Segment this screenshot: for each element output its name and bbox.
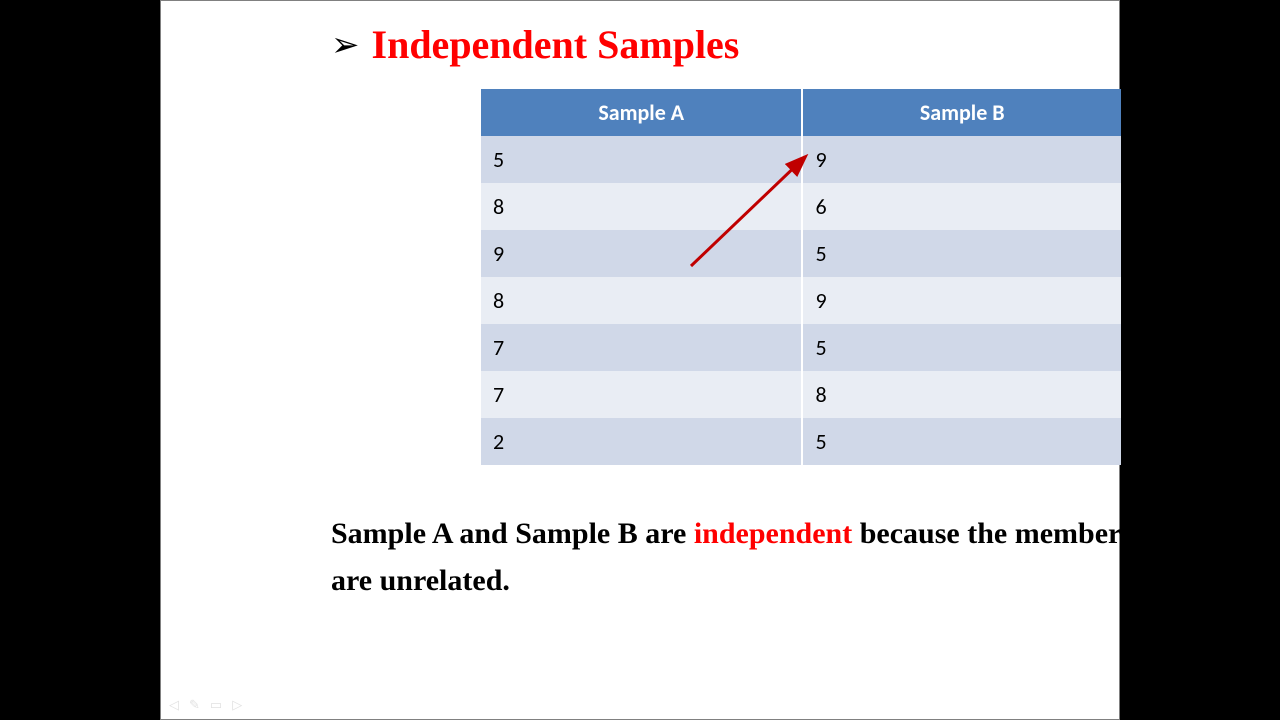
cell: 6	[802, 183, 1121, 230]
slide-title: Independent Samples	[372, 21, 740, 68]
prev-slide-icon[interactable]: ◁	[169, 697, 179, 713]
cell: 7	[481, 371, 802, 418]
table-row: 7 8	[481, 371, 1121, 418]
cell: 5	[802, 230, 1121, 277]
cell: 5	[481, 136, 802, 183]
col-header-b: Sample B	[802, 89, 1121, 136]
slideshow-nav: ◁ ✎ ▭ ▷	[169, 697, 242, 713]
table-row: 2 5	[481, 418, 1121, 465]
cell: 8	[802, 371, 1121, 418]
slide-area: ➢ Independent Samples Sample A Sample B …	[160, 0, 1120, 720]
cell: 2	[481, 418, 802, 465]
samples-table: Sample A Sample B 5 9 8 6 9 5 8 9 7	[481, 89, 1121, 465]
cell: 5	[802, 418, 1121, 465]
table-header-row: Sample A Sample B	[481, 89, 1121, 136]
table-row: 8 6	[481, 183, 1121, 230]
next-slide-icon[interactable]: ▷	[232, 697, 242, 713]
menu-icon[interactable]: ▭	[210, 697, 222, 713]
bullet-icon: ➢	[331, 25, 360, 65]
title-row: ➢ Independent Samples	[331, 21, 739, 68]
col-header-a: Sample A	[481, 89, 802, 136]
table-row: 7 5	[481, 324, 1121, 371]
table-row: 9 5	[481, 230, 1121, 277]
caption-highlight: independent	[694, 517, 852, 550]
cell: 7	[481, 324, 802, 371]
pen-icon[interactable]: ✎	[189, 697, 200, 713]
table-row: 5 9	[481, 136, 1121, 183]
table-row: 8 9	[481, 277, 1121, 324]
cell: 5	[802, 324, 1121, 371]
caption-text: Sample A and Sample B are independent be…	[331, 511, 1241, 604]
cell: 8	[481, 183, 802, 230]
cell: 9	[802, 277, 1121, 324]
caption-part: Sample A and Sample B are	[331, 517, 694, 550]
cell: 9	[481, 230, 802, 277]
cell: 8	[481, 277, 802, 324]
cell: 9	[802, 136, 1121, 183]
